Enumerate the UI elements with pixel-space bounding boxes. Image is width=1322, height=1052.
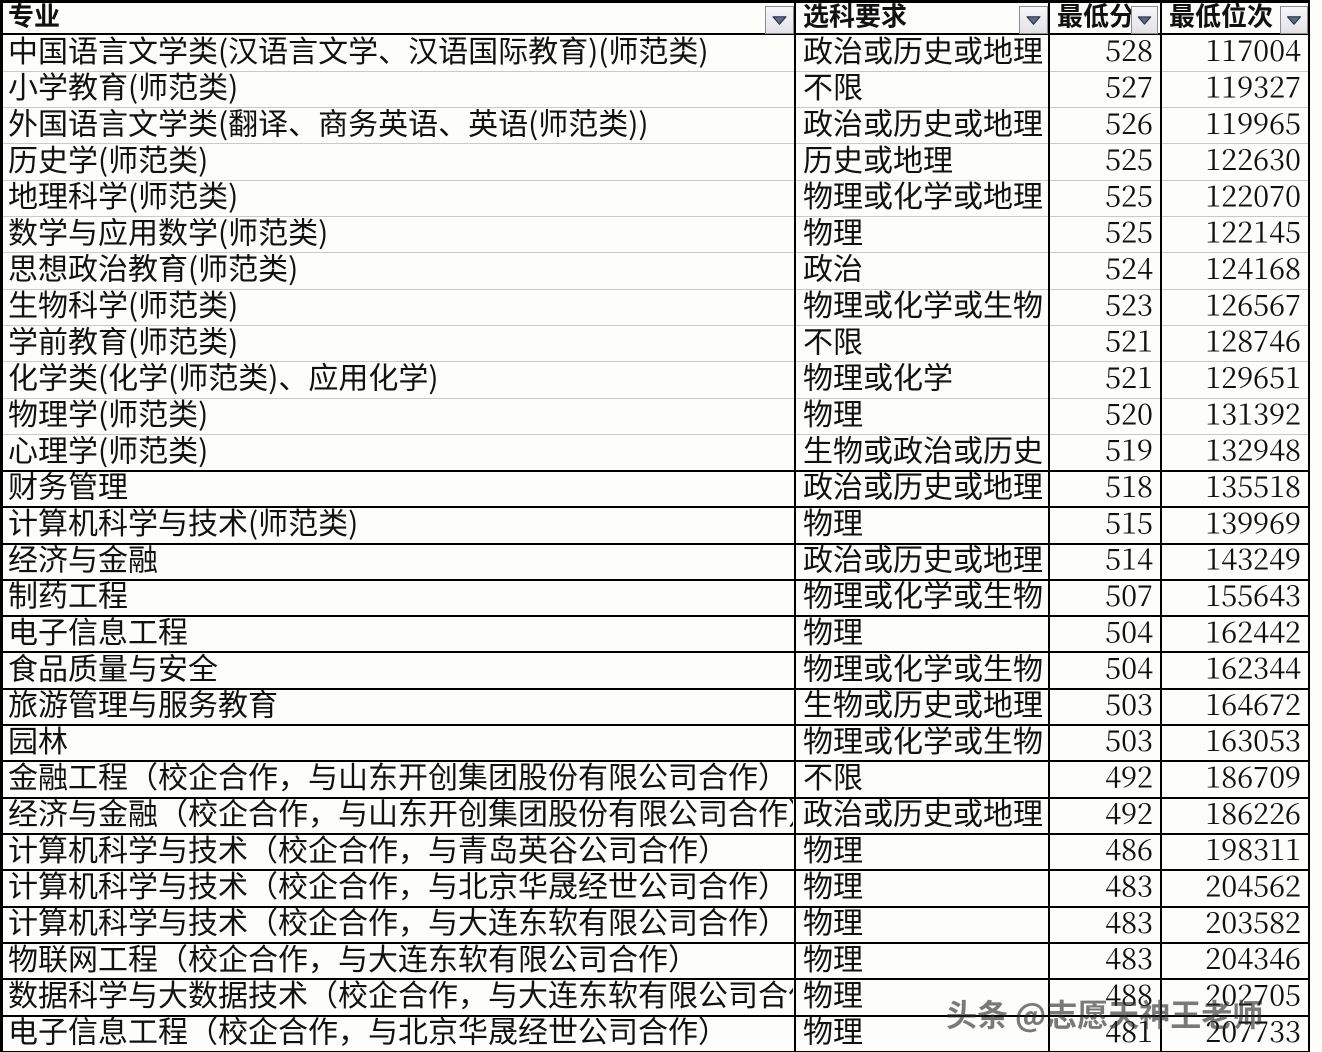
- svg-text:最低分: 最低分: [1057, 0, 1135, 34]
- svg-text:物理学(师范类): 物理学(师范类): [8, 390, 208, 434]
- svg-text:历史或地理: 历史或地理: [803, 136, 953, 180]
- svg-text:化学类(化学(师范类)、应用化学): 化学类(化学(师范类)、应用化学): [8, 354, 439, 398]
- svg-text:物理或化学: 物理或化学: [803, 354, 953, 398]
- svg-text:不限: 不限: [803, 63, 863, 107]
- svg-text:小学教育(师范类): 小学教育(师范类): [8, 63, 238, 107]
- svg-text:专业: 专业: [8, 0, 60, 34]
- svg-text:心理学(师范类): 心理学(师范类): [8, 426, 208, 470]
- svg-text:地理科学(师范类): 地理科学(师范类): [8, 172, 238, 216]
- svg-text:头条 @志愿天神王老师: 头条 @志愿天神王老师: [946, 990, 1263, 1035]
- svg-text:政治或历史或地理: 政治或历史或地理: [803, 99, 1043, 143]
- svg-text:学前教育(师范类): 学前教育(师范类): [8, 317, 238, 361]
- svg-text:生物或政治或历史: 生物或政治或历史: [803, 426, 1043, 470]
- svg-text:不限: 不限: [803, 317, 863, 361]
- svg-text:117004: 117004: [1205, 29, 1301, 70]
- svg-text:政治: 政治: [803, 245, 863, 289]
- svg-text:数学与应用数学(师范类): 数学与应用数学(师范类): [8, 208, 328, 252]
- svg-text:528: 528: [1105, 29, 1153, 70]
- svg-text:最低位次: 最低位次: [1169, 0, 1273, 34]
- svg-text:物理: 物理: [803, 208, 863, 252]
- svg-text:物理或化学或地理: 物理或化学或地理: [803, 172, 1043, 216]
- svg-text:选科要求: 选科要求: [803, 0, 907, 34]
- svg-text:外国语言文学类(翻译、商务英语、英语(师范类)): 外国语言文学类(翻译、商务英语、英语(师范类)): [8, 99, 649, 143]
- svg-text:历史学(师范类): 历史学(师范类): [8, 136, 208, 180]
- svg-text:生物科学(师范类): 生物科学(师范类): [8, 281, 238, 325]
- svg-text:思想政治教育(师范类): 思想政治教育(师范类): [8, 245, 298, 289]
- svg-text:物理或化学或生物: 物理或化学或生物: [803, 281, 1043, 325]
- svg-text:物理: 物理: [803, 390, 863, 434]
